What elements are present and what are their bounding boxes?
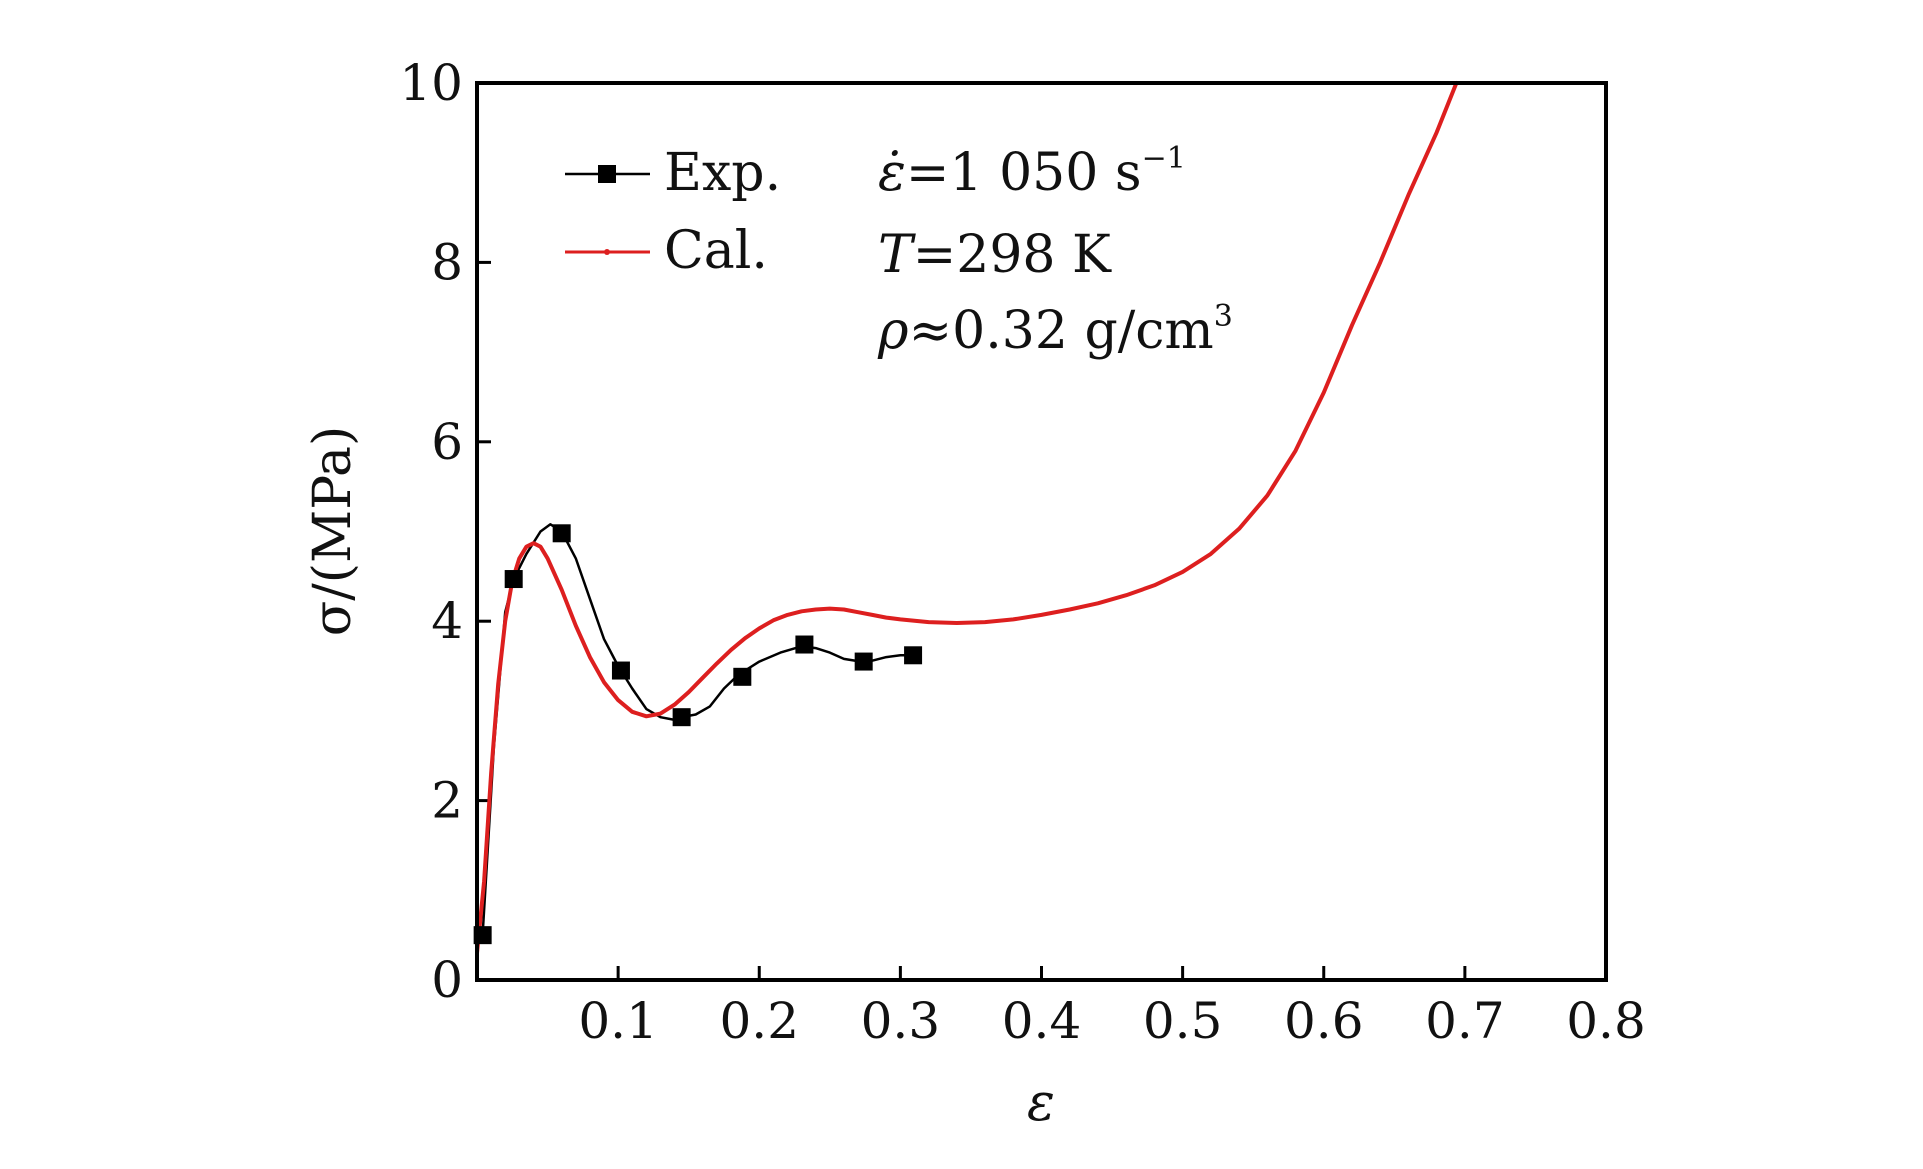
y-tick-label: 2 <box>431 772 463 830</box>
x-tick-label: 0.1 <box>578 992 658 1050</box>
y-axis-label: σ/(MPa) <box>303 426 363 637</box>
x-tick-label: 0.2 <box>719 992 799 1050</box>
exp-data-point <box>672 708 691 727</box>
legend-cal-marker <box>604 249 610 255</box>
temperature-symbol: T <box>878 225 916 285</box>
x-tick-label: 0.7 <box>1425 992 1505 1050</box>
x-tick-label: 0.4 <box>1002 992 1082 1050</box>
y-tick-label: 6 <box>431 413 463 471</box>
strain-rate-exponent: −1 <box>1142 141 1186 176</box>
density-annotation: ρ≈0.32 g/cm3 <box>877 299 1233 361</box>
cal-series-line <box>475 81 1459 956</box>
x-tick-label: 0.6 <box>1284 992 1364 1050</box>
legend-exp-label: Exp. <box>664 143 781 203</box>
plot-frame <box>475 81 1608 982</box>
exp-data-point <box>611 661 630 680</box>
x-tick-label: 0.5 <box>1143 992 1223 1050</box>
density-exponent: 3 <box>1214 299 1233 334</box>
legend-exp-marker <box>598 165 616 183</box>
exp-data-point <box>552 524 571 543</box>
strain-rate-symbol: ε̇ <box>878 143 906 203</box>
x-axis-ticks <box>616 966 1608 980</box>
plot-area <box>477 83 1606 980</box>
exp-data-point <box>854 652 873 671</box>
density-symbol: ρ <box>877 301 909 361</box>
exp-data-point <box>904 646 923 665</box>
exp-data-point <box>795 635 814 654</box>
x-tick-label: 0.3 <box>861 992 941 1050</box>
condition-annotations: ε̇=1 050 s−1 T=298 K ρ≈0.32 g/cm3 <box>877 141 1233 361</box>
x-axis-label: ε <box>1027 1073 1055 1133</box>
y-tick-label: 4 <box>431 592 463 650</box>
temperature-annotation: T=298 K <box>878 225 1112 285</box>
temperature-value: =298 K <box>913 225 1112 285</box>
strain-rate-value: =1 050 s <box>906 143 1142 203</box>
x-tick-label: 0.8 <box>1566 992 1646 1050</box>
y-tick-label: 10 <box>399 54 463 112</box>
legend: Exp. Cal. <box>565 143 781 281</box>
y-axis-tick-labels: 0 2 4 6 8 10 <box>399 54 463 1009</box>
legend-cal-label: Cal. <box>664 221 768 281</box>
y-tick-label: 8 <box>431 233 463 291</box>
density-value: ≈0.32 g/cm <box>909 301 1214 361</box>
x-axis-tick-labels: 0.1 0.2 0.3 0.4 0.5 0.6 0.7 0.8 <box>578 992 1645 1050</box>
strain-rate-annotation: ε̇=1 050 s−1 <box>878 141 1186 203</box>
exp-data-point <box>504 570 523 589</box>
exp-data-point <box>733 667 752 686</box>
y-tick-label: 0 <box>431 951 463 1009</box>
